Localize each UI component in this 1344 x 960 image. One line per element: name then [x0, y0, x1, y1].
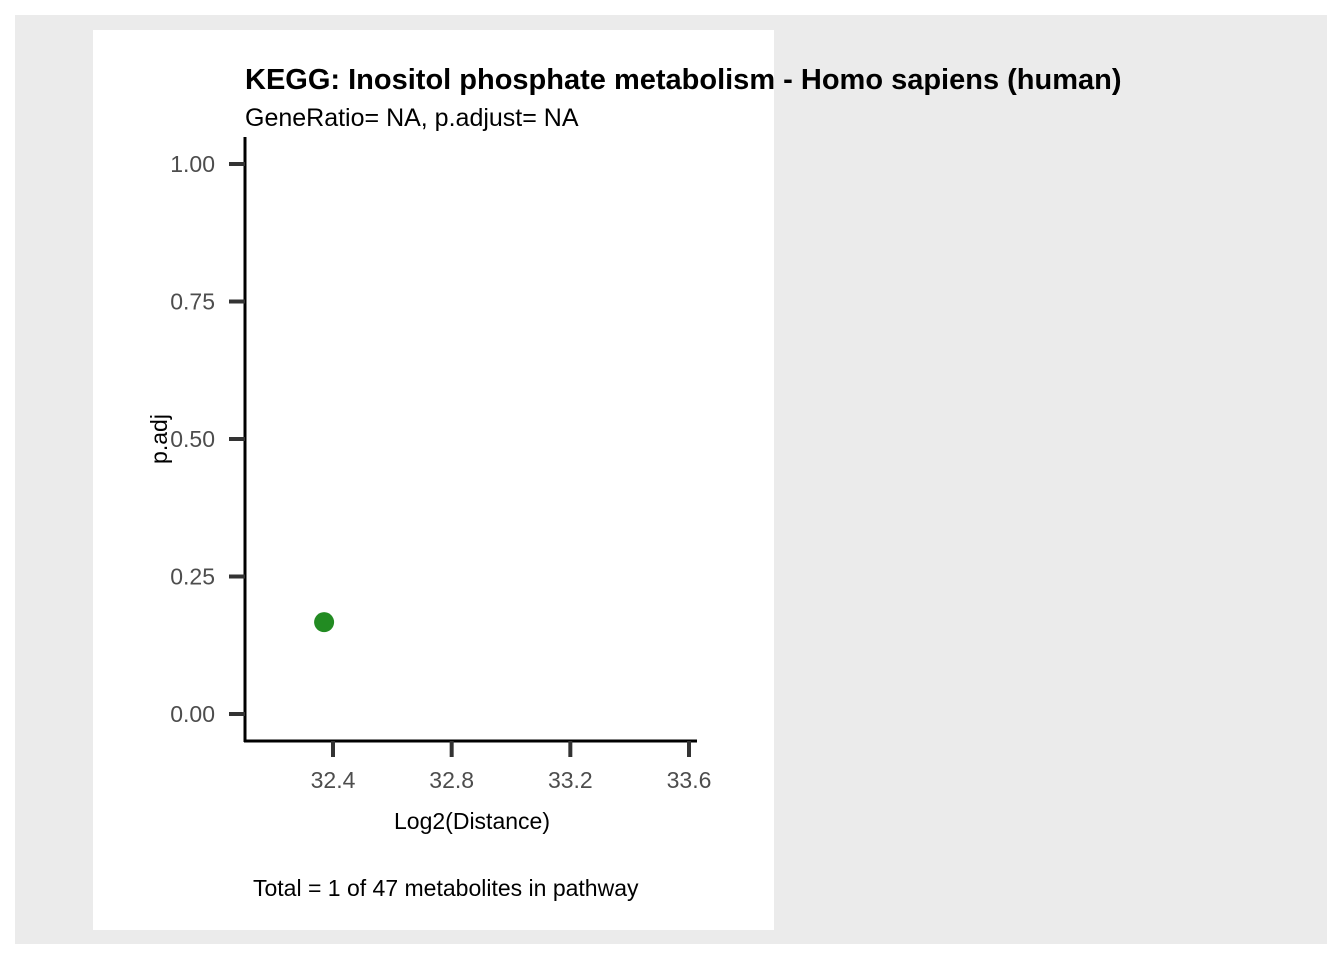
y-tick-label: 0.50 — [170, 426, 215, 452]
x-tick-label: 32.4 — [311, 767, 356, 793]
x-tick-label: 33.2 — [548, 767, 593, 793]
x-tick-label: 33.6 — [667, 767, 712, 793]
data-points — [314, 612, 335, 633]
y-tick-label: 1.00 — [170, 151, 215, 177]
y-tick-label: 0.25 — [170, 564, 215, 590]
y-tick-label: 0.00 — [170, 701, 215, 727]
x-axis-title: Log2(Distance) — [394, 808, 550, 834]
chart-caption: Total = 1 of 47 metabolites in pathway — [253, 875, 639, 901]
plot-panel — [93, 30, 774, 930]
data-point — [314, 612, 335, 633]
x-tick-label: 32.8 — [429, 767, 474, 793]
chart-title: KEGG: Inositol phosphate metabolism - Ho… — [245, 64, 1122, 96]
axes: 0.00 0.25 0.50 0.75 1.00 32.4 32.8 33.2 33.6 — [170, 137, 711, 793]
y-tick-label: 0.75 — [170, 289, 215, 315]
y-axis-title: p.adj — [146, 414, 172, 464]
chart-subtitle: GeneRatio= NA, p.adjust= NA — [245, 104, 579, 132]
